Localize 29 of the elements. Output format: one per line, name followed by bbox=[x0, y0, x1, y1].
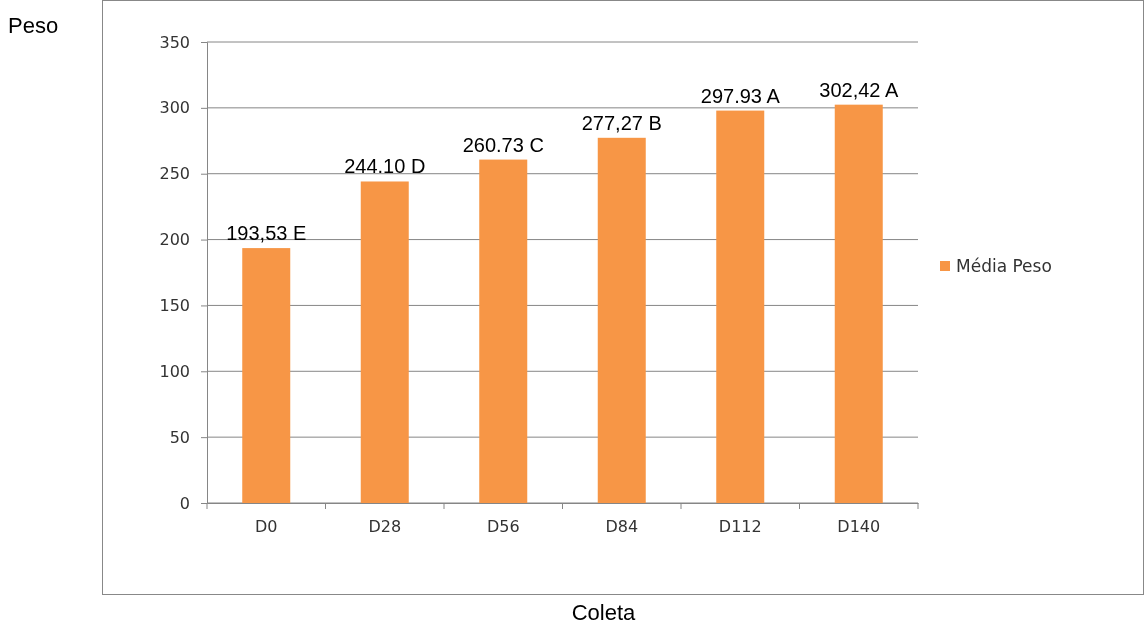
legend-label: Média Peso bbox=[956, 256, 1052, 276]
bar bbox=[834, 104, 883, 503]
data-label: 260.73 C bbox=[462, 133, 544, 156]
x-tick-label: D84 bbox=[605, 517, 639, 536]
y-tick-label: 350 bbox=[159, 32, 190, 52]
y-tick-label: 0 bbox=[179, 493, 190, 513]
bar bbox=[360, 181, 409, 503]
y-axis-title: Peso bbox=[8, 13, 59, 38]
data-label: 277,27 B bbox=[581, 111, 662, 134]
bar bbox=[242, 248, 291, 503]
data-label: 193,53 E bbox=[226, 222, 307, 245]
x-tick-label: D28 bbox=[368, 517, 402, 536]
data-label: 302,42 A bbox=[819, 78, 899, 101]
x-tick-label: D112 bbox=[718, 517, 762, 536]
bar bbox=[597, 137, 646, 503]
y-tick-label: 100 bbox=[159, 361, 190, 381]
x-tick-label: D0 bbox=[255, 517, 278, 536]
x-tick-label: D56 bbox=[486, 517, 520, 536]
y-tick-label: 150 bbox=[159, 296, 190, 316]
x-tick-label: D140 bbox=[837, 517, 881, 536]
data-label: 297.93 A bbox=[700, 84, 781, 107]
x-axis-title: Coleta bbox=[571, 600, 637, 625]
bar bbox=[479, 159, 528, 503]
y-tick-label: 250 bbox=[159, 164, 190, 184]
y-tick-label: 200 bbox=[159, 230, 190, 250]
y-tick-label: 50 bbox=[169, 427, 190, 447]
bar bbox=[716, 110, 765, 503]
y-tick-label: 300 bbox=[159, 98, 190, 118]
data-label: 244.10 D bbox=[344, 155, 426, 178]
